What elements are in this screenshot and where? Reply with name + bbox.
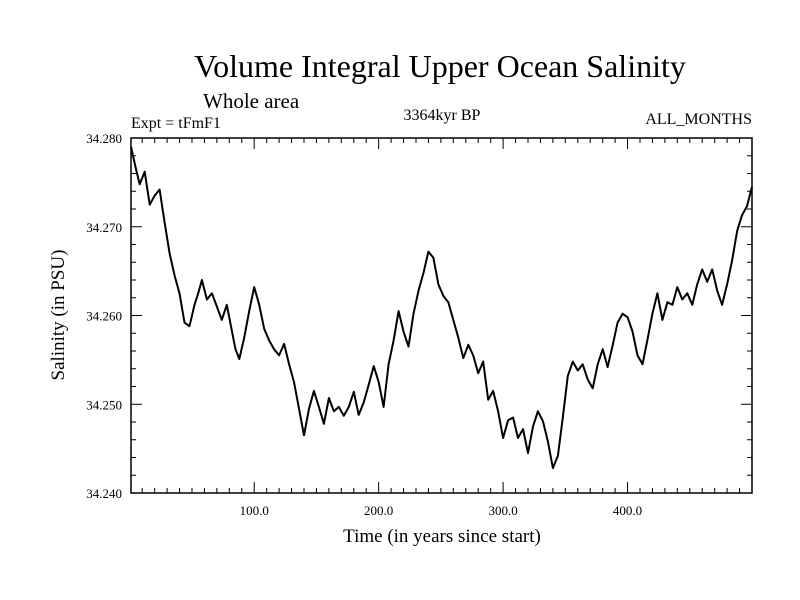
x-tick-label: 200.0 <box>364 503 393 518</box>
experiment-label: Expt = tFmF1 <box>131 115 221 132</box>
x-tick-label: 100.0 <box>240 503 269 518</box>
tick-labels: 100.0 200.0 300.0 400.0 34.240 34.250 34.260 34… <box>86 131 642 518</box>
y-tick-label: 34.280 <box>86 131 122 146</box>
period-label: 3364kyr BP <box>404 107 481 124</box>
y-tick-label: 34.250 <box>86 397 122 412</box>
salinity-series-line <box>130 146 753 470</box>
y-tick-label: 34.270 <box>86 220 122 235</box>
chart-title: Volume Integral Upper Ocean Salinity <box>194 48 686 84</box>
x-tick-label: 300.0 <box>488 503 517 518</box>
plot-frame <box>130 137 753 494</box>
y-axis-label: Salinity (in PSU) <box>48 250 69 381</box>
y-tick-label: 34.260 <box>86 309 122 324</box>
y-tick-label: 34.240 <box>86 486 122 501</box>
x-axis-label: Time (in years since start) <box>343 526 541 547</box>
x-tick-label: 400.0 <box>613 503 642 518</box>
months-label: ALL_MONTHS <box>645 111 752 128</box>
axis-ticks <box>131 138 752 493</box>
chart-subtitle: Whole area <box>203 89 300 113</box>
